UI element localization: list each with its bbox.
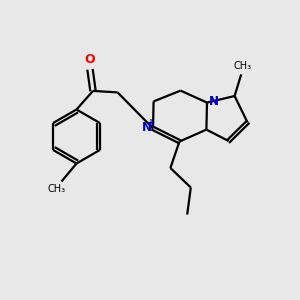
Text: N: N [141,121,152,134]
Text: CH₃: CH₃ [234,61,252,71]
Text: O: O [85,53,95,66]
Text: CH₃: CH₃ [47,184,65,194]
Text: +: + [147,118,156,128]
Text: N: N [208,94,219,108]
